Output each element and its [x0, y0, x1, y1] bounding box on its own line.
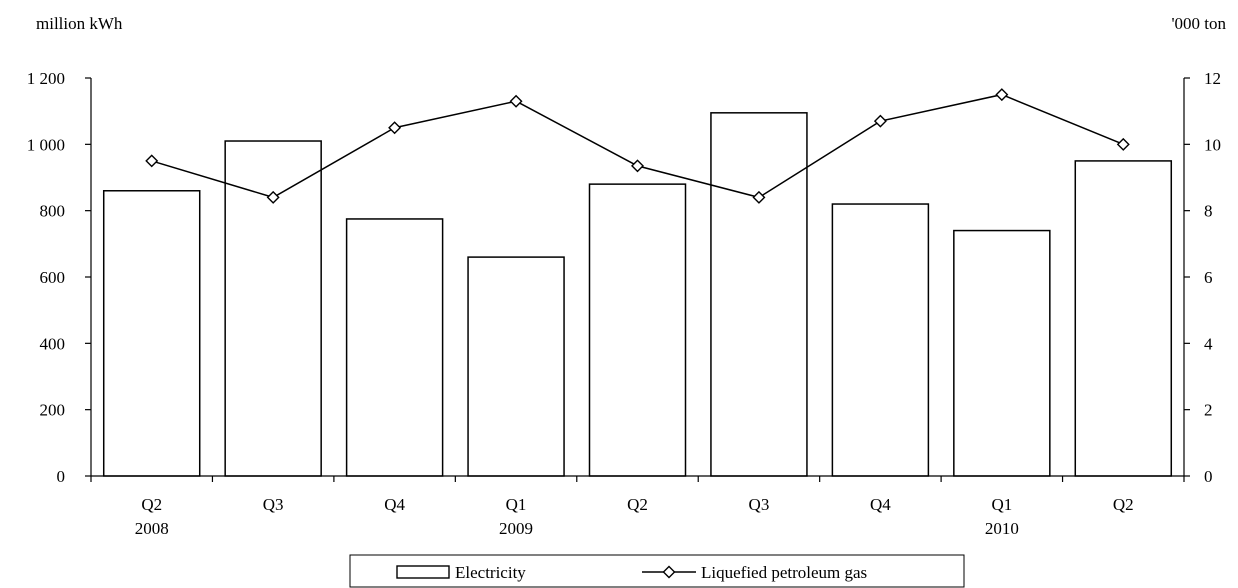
bar-electricity	[710, 112, 808, 477]
marker-lpg	[752, 190, 766, 204]
right-tick-label: 0	[1204, 467, 1213, 486]
legend-label-electricity: Electricity	[455, 563, 526, 582]
x-tick-label: Q4	[384, 495, 405, 514]
legend-marker-lpg	[662, 565, 676, 579]
right-axis-label: '000 ton	[1171, 14, 1226, 33]
x-tick-label: Q1	[506, 495, 527, 514]
marker-lpg	[995, 88, 1009, 102]
left-tick-label: 600	[40, 268, 66, 287]
x-tick-label: Q1	[991, 495, 1012, 514]
marker-lpg	[1116, 137, 1130, 151]
left-tick-label: 0	[57, 467, 66, 486]
marker-lpg	[388, 121, 402, 135]
left-tick-label: 1 200	[27, 69, 65, 88]
marker-lpg	[873, 114, 887, 128]
right-tick-label: 4	[1204, 334, 1213, 353]
left-tick-label: 400	[40, 334, 66, 353]
axes: 0 200 400 600 800 1 000 1 200 0 2 4 6 8 10 12 Q2 2008 Q3…	[27, 69, 1221, 538]
marker-lpg	[509, 94, 523, 108]
left-axis-label: million kWh	[36, 14, 123, 33]
x-tick-label: Q2	[1113, 495, 1134, 514]
marker-lpg	[266, 190, 280, 204]
left-tick-label: 200	[40, 401, 66, 420]
right-tick-label: 8	[1204, 202, 1213, 221]
right-tick-label: 2	[1204, 401, 1213, 420]
bar-electricity	[102, 190, 201, 477]
right-tick-label: 12	[1204, 69, 1221, 88]
bar-electricity	[467, 256, 565, 477]
right-tick-label: 10	[1204, 135, 1221, 154]
right-tick-label: 6	[1204, 268, 1213, 287]
legend-swatch-electricity	[396, 565, 450, 579]
legend-label-lpg: Liquefied petroleum gas	[701, 563, 867, 582]
left-tick-label: 1 000	[27, 135, 65, 154]
bar-electricity	[588, 183, 687, 477]
x-year-label: 2010	[985, 519, 1019, 538]
x-tick-label: Q3	[749, 495, 770, 514]
left-tick-label: 800	[40, 202, 66, 221]
x-tick-label: Q2	[627, 495, 648, 514]
x-year-label: 2009	[499, 519, 533, 538]
marker-lpg	[145, 154, 159, 168]
marker-lpg	[631, 159, 644, 173]
bar-electricity	[345, 218, 444, 477]
bar-electricity	[831, 203, 930, 477]
lpg-line	[145, 88, 1130, 204]
bar-electricity	[1074, 160, 1173, 477]
electricity-bars	[102, 112, 1173, 477]
x-tick-label: Q2	[141, 495, 162, 514]
x-year-label: 2008	[135, 519, 169, 538]
legend: Electricity Liquefied petroleum gas	[349, 554, 965, 588]
x-tick-label: Q3	[263, 495, 284, 514]
bar-electricity	[953, 229, 1051, 477]
x-tick-label: Q4	[870, 495, 891, 514]
legend-box	[349, 554, 965, 588]
